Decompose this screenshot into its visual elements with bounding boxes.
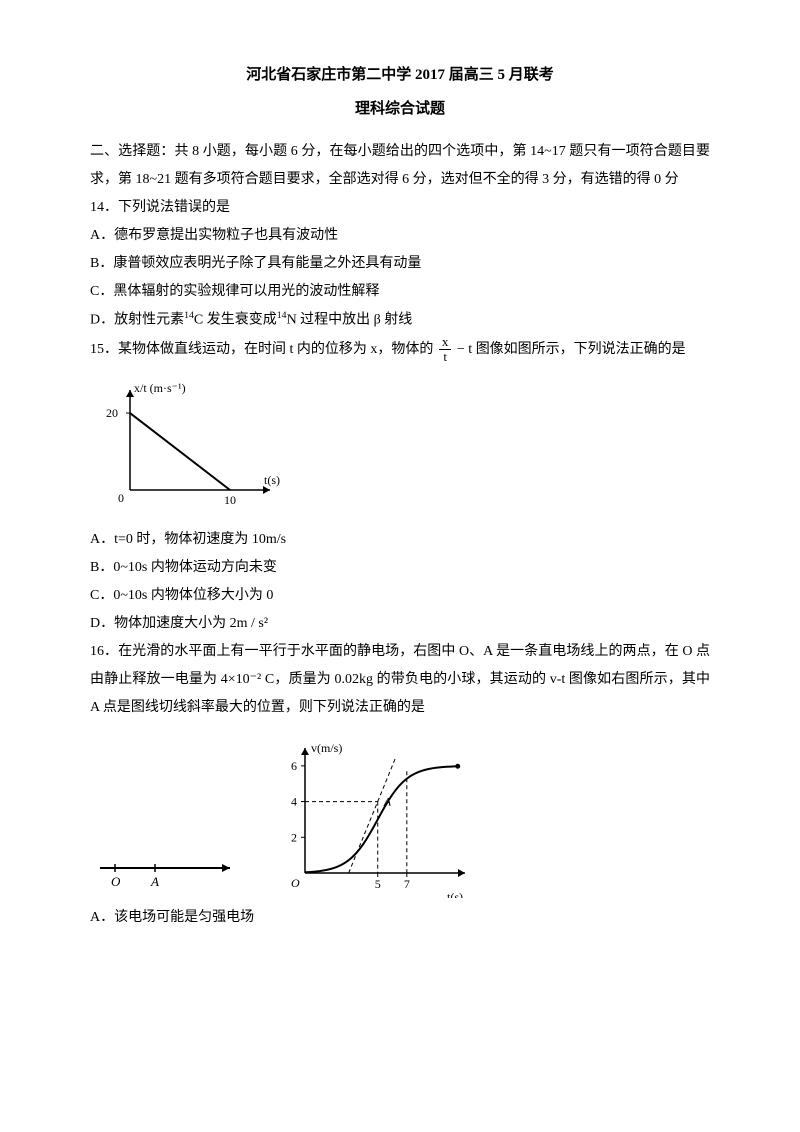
svg-text:A: A xyxy=(150,874,159,889)
svg-text:O: O xyxy=(111,874,121,889)
q15-stem-suffix: 图像如图所示，下列说法正确的是 xyxy=(476,342,686,357)
svg-text:4: 4 xyxy=(291,795,297,809)
svg-text:2: 2 xyxy=(291,831,297,845)
q15-optC: C．0~10s 内物体位移大小为 0 xyxy=(90,582,710,610)
q14-optB: B．康普顿效应表明光子除了具有能量之外还具有动量 xyxy=(90,250,710,278)
q14-optD: D．放射性元素14C 发生衰变成14N 过程中放出 β 射线 xyxy=(90,306,710,335)
section-intro: 二、选择题：共 8 小题，每小题 6 分，在每小题给出的四个选项中，第 14~1… xyxy=(90,138,710,194)
svg-text:t(s): t(s) xyxy=(264,473,280,487)
fraction-x-over-t: x t xyxy=(439,335,452,365)
xt-graph: 0 10 20 x/t (m·s⁻¹) t(s) xyxy=(90,370,290,520)
vt-graph: 2 4 6 5 7 Ov(m/s) t(s) A xyxy=(270,728,480,898)
frac-num: x xyxy=(439,335,452,350)
page-title: 河北省石家庄市第二中学 2017 届高三 5 月联考 xyxy=(90,60,710,90)
svg-text:A: A xyxy=(383,795,392,809)
svg-text:0: 0 xyxy=(118,491,124,505)
page-subtitle: 理科综合试题 xyxy=(90,94,710,124)
q15-dash-t: − t xyxy=(453,342,475,357)
q14-D-prefix: D．放射性元素 xyxy=(90,313,184,328)
q16-figures: OA 24657Ov(m/s)t(s)A xyxy=(90,728,710,898)
svg-text:20: 20 xyxy=(106,406,118,420)
q15-figure: 0 10 20 x/t (m·s⁻¹) t(s) xyxy=(90,370,710,520)
field-line-diagram: OA xyxy=(90,838,240,898)
q16-stem: 16．在光滑的水平面上有一平行于水平面的静电场，右图中 O、A 是一条直电场线上… xyxy=(90,638,710,722)
q15-optB: B．0~10s 内物体运动方向未变 xyxy=(90,554,710,582)
svg-text:x/t (m·s⁻¹): x/t (m·s⁻¹) xyxy=(134,381,186,395)
q14-D-mid: C 发生衰变成 xyxy=(194,313,277,328)
q15-optD: D．物体加速度大小为 2m / s² xyxy=(90,610,710,638)
q14-optA: A．德布罗意提出实物粒子也具有波动性 xyxy=(90,222,710,250)
q16-optA: A．该电场可能是匀强电场 xyxy=(90,904,710,932)
q14-optC: C．黑体辐射的实验规律可以用光的波动性解释 xyxy=(90,278,710,306)
q15-stem: 15．某物体做直线运动，在时间 t 内的位移为 x，物体的 x t − t 图像… xyxy=(90,335,710,365)
svg-text:v(m/s): v(m/s) xyxy=(311,741,342,755)
svg-text:6: 6 xyxy=(291,759,297,773)
svg-text:t(s): t(s) xyxy=(447,890,463,898)
q15-optA: A．t=0 时，物体初速度为 10m/s xyxy=(90,526,710,554)
q14-stem: 14．下列说法错误的是 xyxy=(90,194,710,222)
svg-text:7: 7 xyxy=(404,877,410,891)
svg-text:O: O xyxy=(291,876,300,890)
svg-text:5: 5 xyxy=(375,877,381,891)
q15-stem-prefix: 15．某物体做直线运动，在时间 t 内的位移为 x，物体的 xyxy=(90,342,433,357)
frac-den: t xyxy=(439,350,452,364)
svg-text:10: 10 xyxy=(224,493,236,507)
q14-D-suffix: N 过程中放出 β 射线 xyxy=(287,313,413,328)
